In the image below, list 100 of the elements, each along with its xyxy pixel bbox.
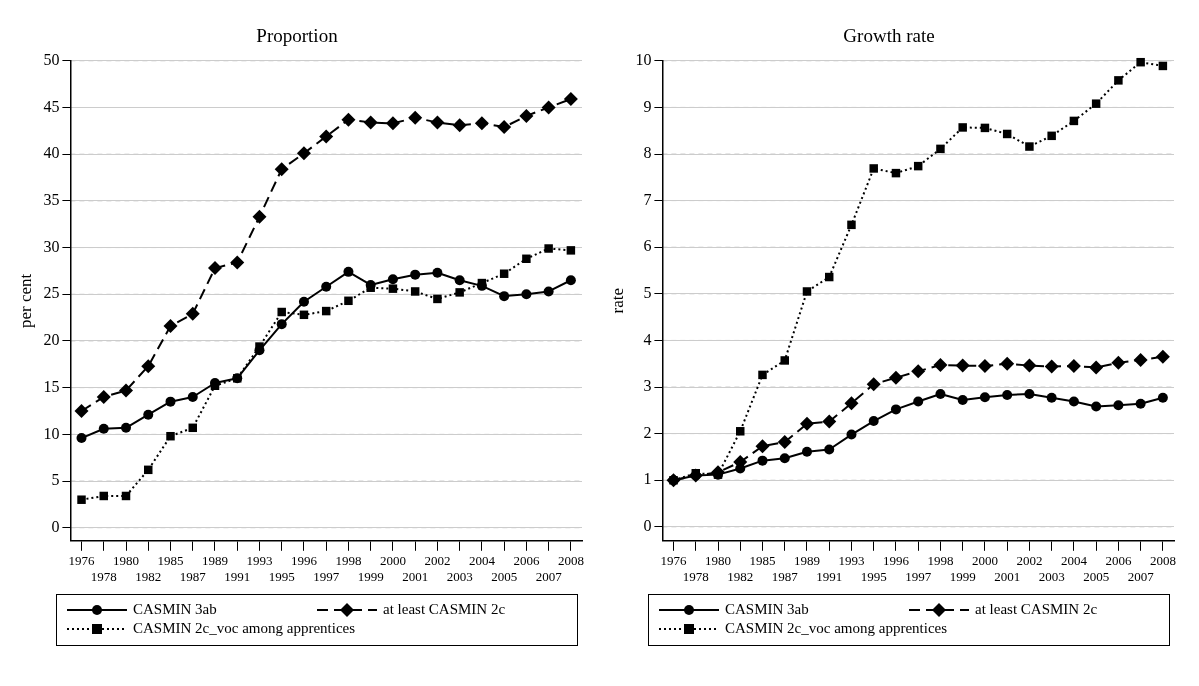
point — [321, 281, 332, 292]
point — [1047, 131, 1056, 141]
x-tick-label: 2006 — [513, 553, 540, 569]
y-tick-label: 30 — [43, 237, 60, 255]
point — [979, 392, 990, 403]
x-tick-label: 1997 — [905, 568, 932, 584]
point — [408, 110, 423, 125]
point — [888, 370, 903, 385]
x-tick-label: 1985 — [749, 553, 776, 569]
point — [844, 396, 859, 411]
point — [824, 444, 835, 455]
y-tick-label: 7 — [643, 190, 652, 208]
point — [958, 123, 967, 132]
x-tick-label: 2004 — [1060, 553, 1088, 569]
point — [544, 244, 553, 253]
point — [758, 370, 767, 380]
point — [1066, 359, 1081, 374]
x-tick-label: 1995 — [860, 568, 887, 584]
point — [230, 255, 245, 270]
point — [565, 275, 576, 286]
point — [977, 359, 992, 374]
y-tick-label: 5 — [51, 471, 60, 489]
point — [846, 429, 857, 440]
y-tick-label: 3 — [643, 377, 652, 395]
x-tick-label: 2001 — [994, 568, 1021, 584]
x-tick-label: 1996 — [882, 553, 910, 569]
point — [801, 446, 812, 457]
x-tick-label: 2000 — [971, 553, 998, 569]
x-tick-label: 1985 — [157, 553, 184, 569]
point — [121, 422, 132, 433]
x-tick-label: 1987 — [771, 568, 799, 584]
x-tick-label: 2004 — [468, 553, 496, 569]
y-tick-label: 10 — [43, 424, 60, 442]
point — [432, 267, 443, 278]
y-tick-label: 1 — [643, 470, 652, 488]
y-tick-label: 10 — [635, 51, 652, 68]
x-tick-label: 1980 — [705, 553, 732, 569]
point — [543, 286, 554, 297]
y-tick-label: 8 — [643, 144, 652, 162]
y-tick-label: 2 — [643, 423, 652, 441]
x-tick-label: 1982 — [727, 568, 754, 584]
x-tick-label: 1998 — [335, 553, 362, 569]
legend-label: CASMIN 2c_voc among apprentices — [725, 620, 948, 637]
point — [341, 112, 356, 127]
x-tick-label: 1978 — [682, 568, 709, 584]
point — [274, 162, 289, 177]
point — [1135, 398, 1146, 409]
point — [847, 220, 856, 230]
y-tick-label: 20 — [43, 331, 60, 349]
point — [799, 416, 814, 431]
point — [141, 359, 156, 374]
point — [298, 296, 309, 307]
point — [802, 287, 812, 296]
y-tick-label: 6 — [643, 237, 652, 255]
point — [913, 396, 924, 407]
point — [1022, 358, 1037, 373]
point — [454, 275, 465, 286]
point — [521, 289, 532, 300]
point — [957, 395, 968, 406]
point — [1025, 142, 1034, 151]
point — [1091, 401, 1102, 412]
point — [96, 389, 111, 404]
x-tick-label: 1997 — [313, 568, 340, 584]
y-tick-label: 50 — [43, 51, 60, 68]
x-tick-label: 1980 — [113, 553, 140, 569]
point — [166, 431, 175, 441]
point — [474, 116, 489, 131]
point — [410, 287, 420, 296]
point — [277, 307, 286, 317]
point — [165, 396, 176, 407]
y-tick-label: 35 — [43, 191, 60, 209]
point — [541, 100, 556, 115]
point — [955, 358, 970, 373]
point — [1114, 76, 1123, 85]
x-tick-label: 1999 — [357, 568, 384, 584]
point — [319, 129, 334, 144]
point — [522, 254, 531, 264]
point — [343, 266, 354, 277]
x-tick-label: 2008 — [1149, 553, 1176, 569]
y-tick-label: 0 — [643, 517, 652, 535]
point — [185, 306, 200, 321]
point — [276, 319, 287, 330]
point — [1089, 360, 1104, 375]
point — [1113, 400, 1124, 411]
legend-label: at least CASMIN 2c — [975, 601, 1098, 618]
point — [933, 358, 948, 373]
point — [143, 409, 154, 420]
y-tick-label: 5 — [643, 284, 652, 302]
point — [1044, 359, 1059, 374]
y-tick-label: 45 — [43, 97, 60, 115]
point — [563, 92, 578, 107]
point — [188, 423, 197, 433]
point — [499, 291, 510, 302]
point — [430, 115, 445, 130]
point — [499, 269, 509, 278]
point — [755, 439, 770, 454]
x-tick-label: 1987 — [179, 568, 207, 584]
point — [890, 404, 901, 415]
y-tick-label: 25 — [43, 284, 60, 302]
point — [866, 377, 881, 392]
